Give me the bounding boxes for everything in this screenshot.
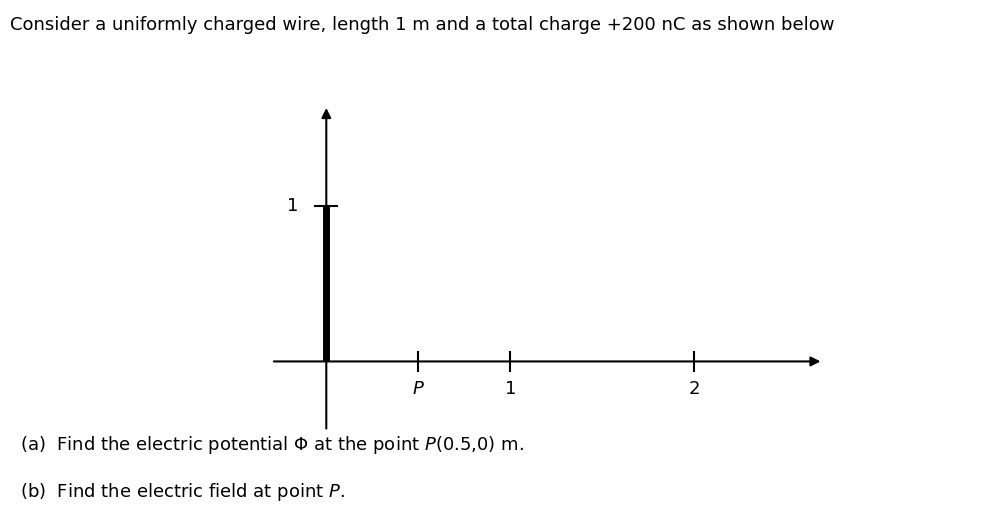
Text: 1: 1 [287, 197, 299, 215]
Text: $P$: $P$ [411, 380, 424, 398]
Text: 1: 1 [505, 380, 516, 398]
Text: Consider a uniformly charged wire, length 1 m and a total charge +200 nC as show: Consider a uniformly charged wire, lengt… [10, 16, 833, 34]
Text: 2: 2 [688, 380, 699, 398]
Text: (a)  Find the electric potential $\Phi$ at the point $P$(0.5,0) m.: (a) Find the electric potential $\Phi$ a… [20, 434, 524, 456]
Text: (b)  Find the electric field at point $P$.: (b) Find the electric field at point $P$… [20, 481, 345, 503]
